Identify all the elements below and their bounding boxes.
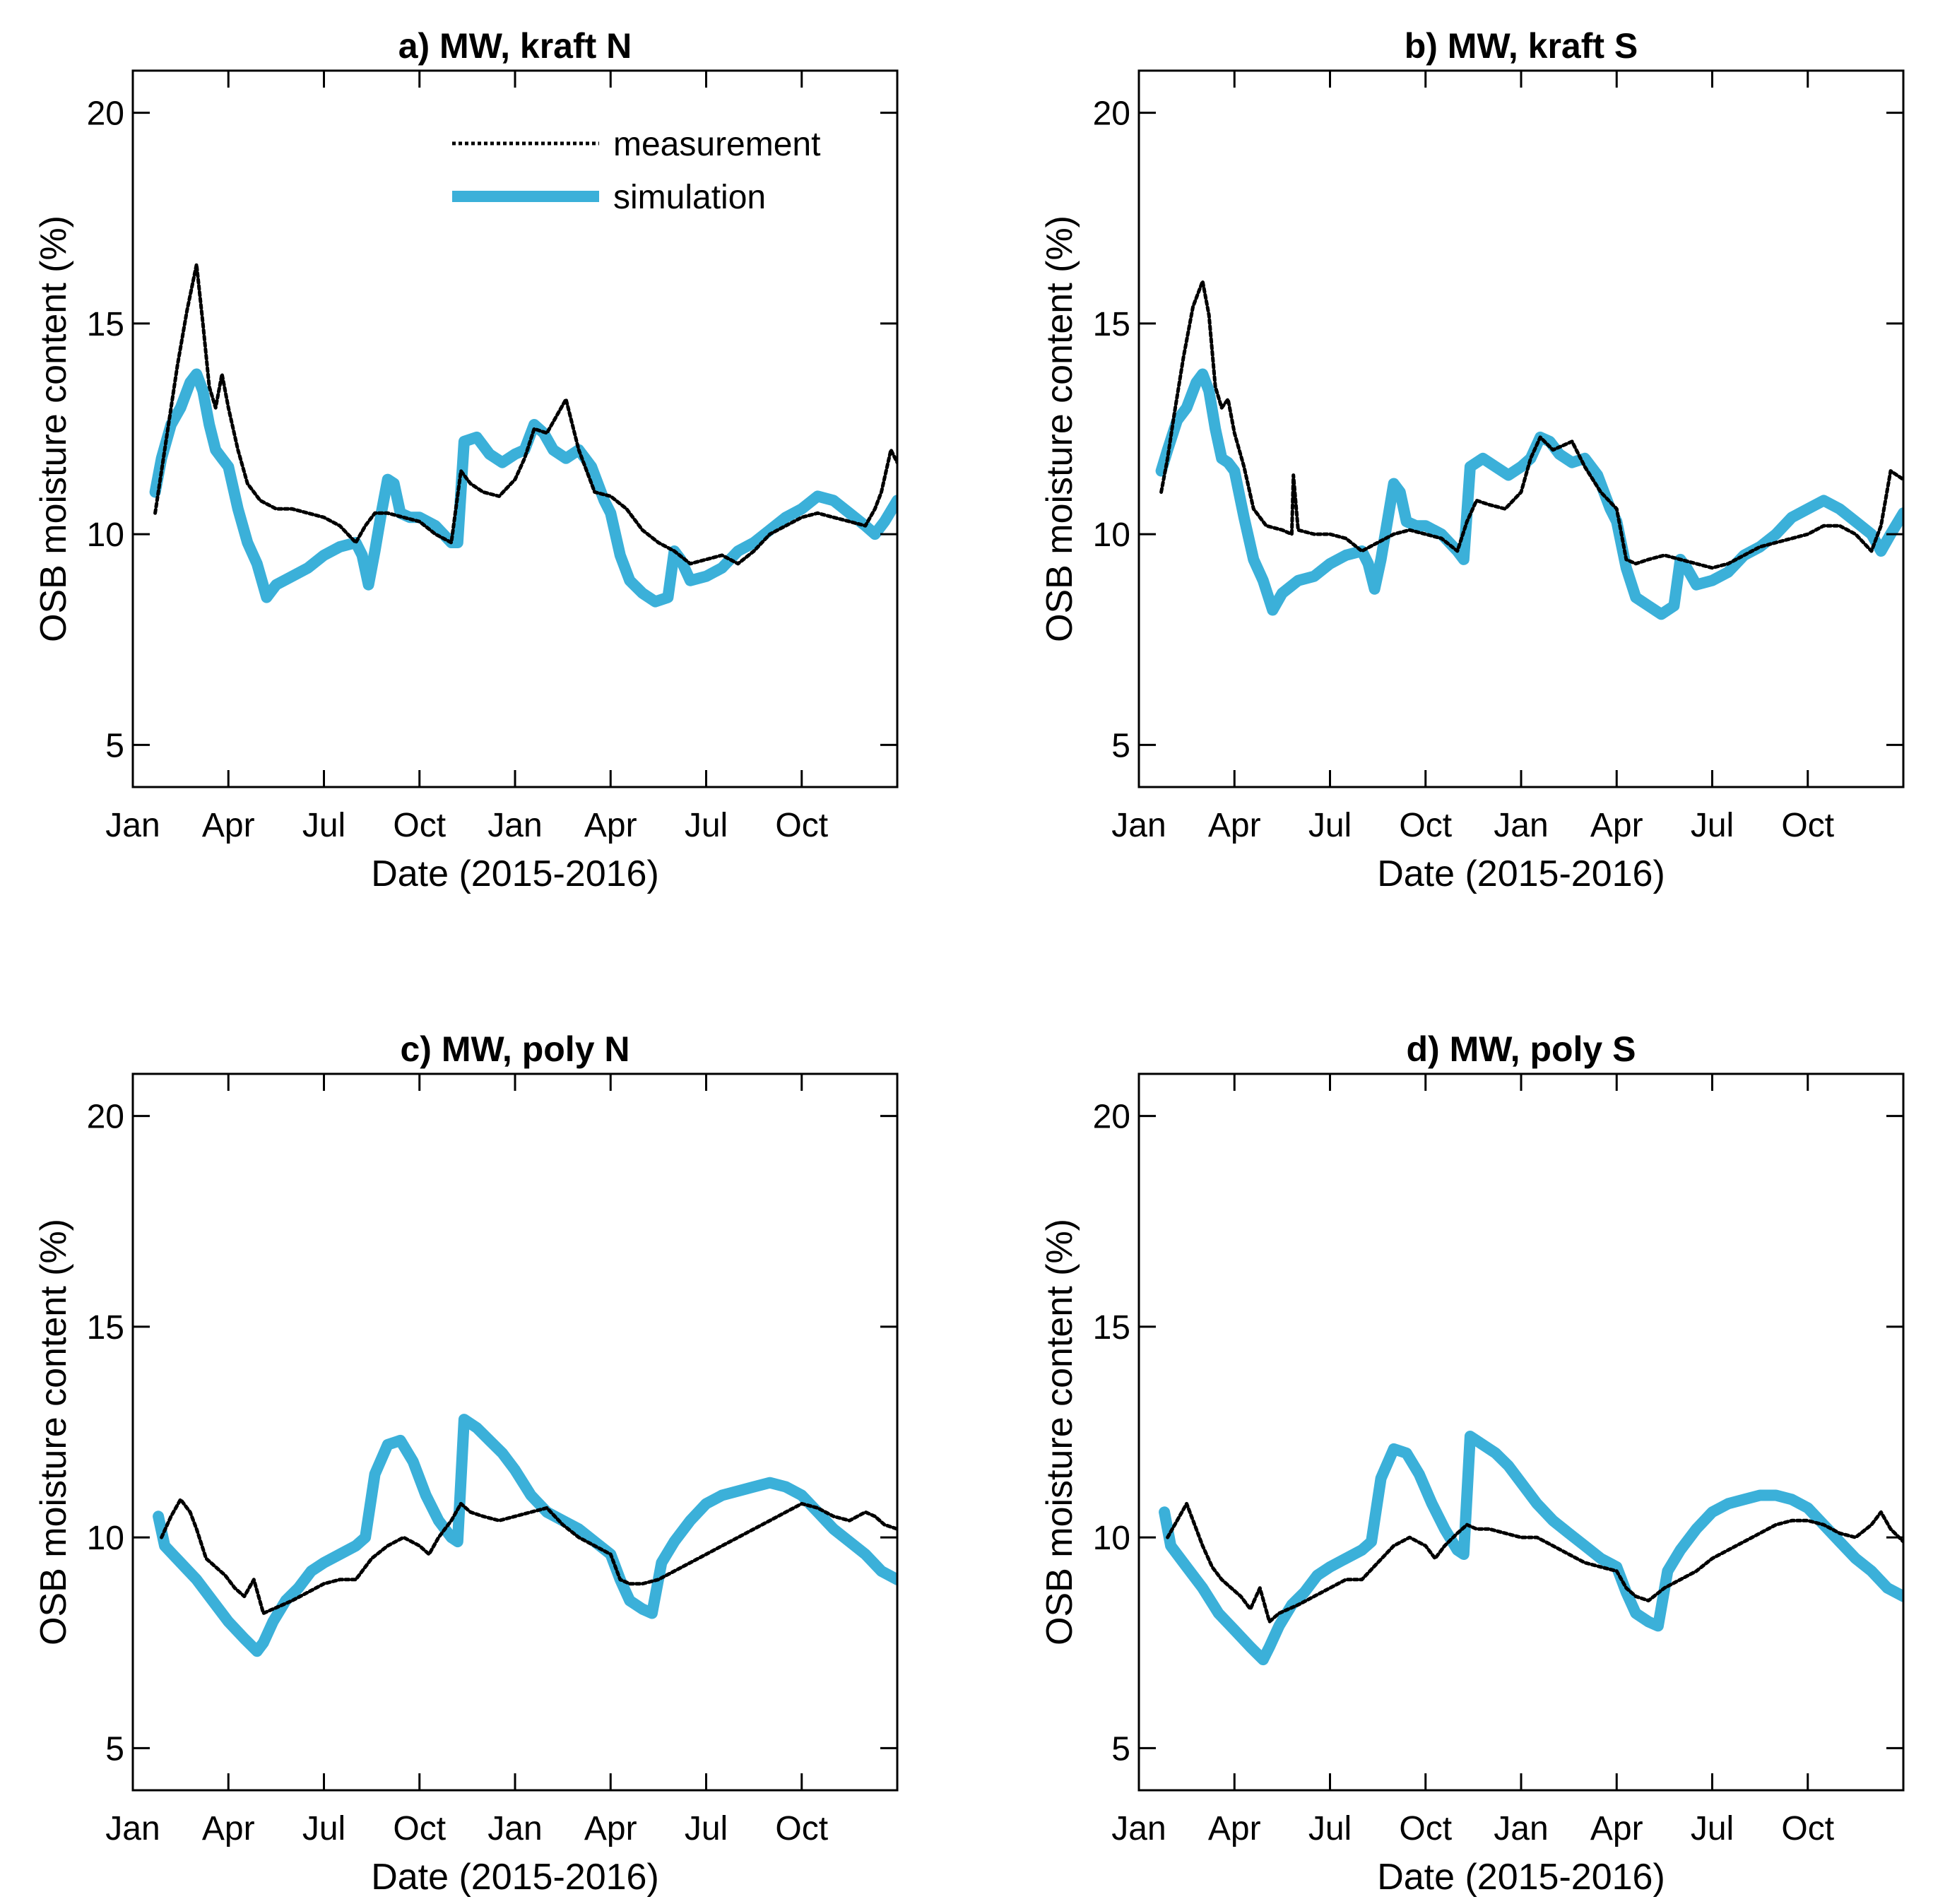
- panel-d: d) MW, poly S 5 10 15 20 Jan Apr Jul Oct Jan Apr Ju…: [1039, 1029, 1905, 1898]
- plot-area: [149, 262, 897, 608]
- plot-frame: [131, 69, 899, 788]
- x-axis-label: Date (2015-2016): [371, 1857, 659, 1898]
- plot-area: [153, 1414, 897, 1657]
- x-axis-label: Date (2015-2016): [1377, 1857, 1665, 1898]
- y-tick-label: 5: [105, 1730, 124, 1768]
- panel-title: d) MW, poly S: [1407, 1029, 1636, 1069]
- x-tick-label: Jul: [1691, 807, 1734, 844]
- y-axis-label: OSB moisture content (%): [33, 215, 74, 642]
- x-tick-label: Apr: [202, 807, 255, 844]
- plot-area: [1159, 1431, 1903, 1666]
- x-tick-label: Jan: [1111, 1810, 1166, 1847]
- y-tick-label: 20: [87, 95, 124, 133]
- x-tick-label: Oct: [393, 1810, 446, 1847]
- panel-title: b) MW, kraft S: [1405, 26, 1638, 66]
- x-tick-label: Oct: [775, 807, 828, 844]
- plot-frame: [1137, 1072, 1905, 1792]
- x-axis-label: Date (2015-2016): [371, 853, 659, 894]
- y-axis-label: OSB moisture content (%): [1039, 215, 1080, 642]
- series-line-measurement: [153, 262, 897, 566]
- series-line-simulation: [1159, 1431, 1903, 1666]
- y-axis-label: OSB moisture content (%): [1039, 1219, 1080, 1645]
- y-tick-label: 5: [105, 727, 124, 764]
- x-tick-label: Jan: [1111, 807, 1166, 844]
- series-line-measurement: [1159, 279, 1903, 570]
- y-tick-label: 20: [1093, 1099, 1130, 1136]
- plot-area: [1155, 279, 1903, 620]
- y-tick-label: 10: [1093, 1520, 1130, 1557]
- series-line-simulation: [149, 368, 897, 608]
- legend-label-measurement: measurement: [613, 126, 820, 163]
- legend: measurement simulation: [452, 126, 820, 216]
- y-tick-label: 15: [87, 306, 124, 343]
- y-axis-label: OSB moisture content (%): [33, 1219, 74, 1645]
- y-tick-label: 20: [1093, 95, 1130, 133]
- x-tick-label: Jul: [302, 807, 345, 844]
- y-tick-label: 5: [1111, 727, 1130, 764]
- x-tick-label: Apr: [202, 1810, 255, 1847]
- series-line-measurement: [1166, 1501, 1903, 1624]
- x-tick-label: Apr: [1590, 1810, 1643, 1847]
- y-tick-label: 15: [87, 1309, 124, 1347]
- x-tick-label: Jul: [1308, 1810, 1352, 1847]
- x-tick-label: Oct: [1781, 1810, 1834, 1847]
- panel-a: a) MW, kraft N 5 10 15 20 Jan Apr Jul Oct Jan Apr J…: [33, 26, 899, 894]
- x-tick-label: Oct: [393, 807, 446, 844]
- x-tick-label: Oct: [1399, 1810, 1452, 1847]
- x-tick-label: Jul: [685, 1810, 728, 1847]
- x-tick-label: Jul: [685, 807, 728, 844]
- x-tick-label: Jan: [1494, 1810, 1548, 1847]
- x-axis-label: Date (2015-2016): [1377, 853, 1665, 894]
- x-tick-label: Jan: [487, 807, 542, 844]
- legend-label-simulation: simulation: [613, 179, 766, 216]
- x-tick-label: Apr: [1208, 1810, 1261, 1847]
- y-tick-label: 15: [1093, 1309, 1130, 1347]
- x-tick-label: Apr: [1590, 807, 1643, 844]
- x-tick-label: Jul: [1691, 1810, 1734, 1847]
- x-tick-label: Apr: [584, 1810, 637, 1847]
- series-line-simulation: [1155, 368, 1903, 620]
- panel-title: a) MW, kraft N: [398, 26, 632, 66]
- panel-title: c) MW, poly N: [401, 1029, 630, 1069]
- y-tick-label: 10: [87, 516, 124, 554]
- x-tick-label: Oct: [1781, 807, 1834, 844]
- series-line-measurement: [160, 1497, 897, 1615]
- x-tick-label: Jan: [105, 1810, 160, 1847]
- y-tick-label: 10: [1093, 516, 1130, 554]
- x-tick-label: Jul: [302, 1810, 345, 1847]
- y-tick-label: 5: [1111, 1730, 1130, 1768]
- x-tick-label: Oct: [1399, 807, 1452, 844]
- panel-c: c) MW, poly N 5 10 15 20 Jan Apr Jul Oct Jan Apr Ju…: [33, 1029, 899, 1898]
- x-tick-label: Jan: [1494, 807, 1548, 844]
- y-tick-label: 10: [87, 1520, 124, 1557]
- y-tick-label: 15: [1093, 306, 1130, 343]
- x-tick-label: Oct: [775, 1810, 828, 1847]
- x-tick-label: Apr: [584, 807, 637, 844]
- x-tick-label: Apr: [1208, 807, 1261, 844]
- x-tick-label: Jul: [1308, 807, 1352, 844]
- y-tick-label: 20: [87, 1099, 124, 1136]
- x-tick-label: Jan: [487, 1810, 542, 1847]
- plot-frame: [131, 1072, 899, 1792]
- panel-b: b) MW, kraft S 5 10 15 20 Jan Apr Jul Oct Jan Apr J…: [1039, 26, 1905, 894]
- series-line-simulation: [153, 1414, 897, 1657]
- x-tick-label: Jan: [105, 807, 160, 844]
- plot-frame: [1137, 69, 1905, 788]
